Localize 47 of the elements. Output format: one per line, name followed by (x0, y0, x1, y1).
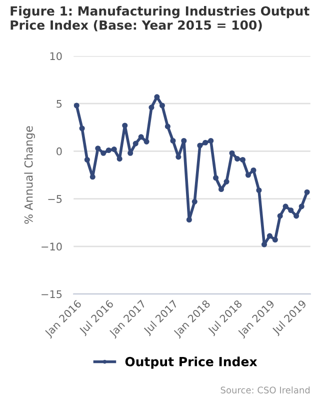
point (304, 189, 310, 195)
point (213, 175, 219, 181)
point (202, 140, 208, 146)
point (106, 147, 112, 154)
point (116, 156, 122, 162)
point (288, 207, 294, 213)
point (224, 178, 230, 184)
source-note: Source: CSO Ireland (220, 386, 310, 394)
point (256, 187, 262, 194)
point (282, 204, 288, 210)
point (208, 138, 214, 144)
point (245, 172, 251, 178)
y-tick-label: 5 (56, 100, 62, 108)
point (192, 198, 198, 204)
y-tick-label: −15 (42, 290, 62, 298)
point (229, 150, 235, 156)
chart-title: Figure 1: Manufacturing Industries Output Price Index (Base: Year 2015 = 100) (10, 6, 310, 32)
point (100, 150, 106, 156)
y-axis-title: % Annual Change (24, 126, 35, 224)
legend-label: Output Price Index (125, 356, 258, 369)
point (170, 138, 176, 144)
y-tick-label: 0 (56, 147, 62, 156)
point (138, 134, 144, 140)
point (197, 142, 203, 148)
point (90, 174, 96, 180)
point (164, 124, 170, 130)
point (250, 167, 256, 174)
point (261, 242, 268, 248)
point (277, 213, 283, 219)
point (84, 156, 90, 163)
point (234, 156, 240, 162)
point (132, 140, 138, 146)
point (240, 156, 246, 163)
point (159, 102, 165, 108)
y-tick-label: −5 (48, 195, 62, 203)
y-tick-label: 10 (50, 52, 62, 60)
point (266, 233, 272, 239)
point (79, 126, 85, 132)
point (272, 236, 278, 243)
point (298, 204, 304, 210)
point (122, 122, 128, 128)
point (74, 102, 80, 108)
y-tick-label: −10 (42, 242, 62, 251)
point (181, 138, 187, 144)
point (294, 213, 300, 219)
point (111, 146, 117, 152)
point (148, 104, 154, 110)
